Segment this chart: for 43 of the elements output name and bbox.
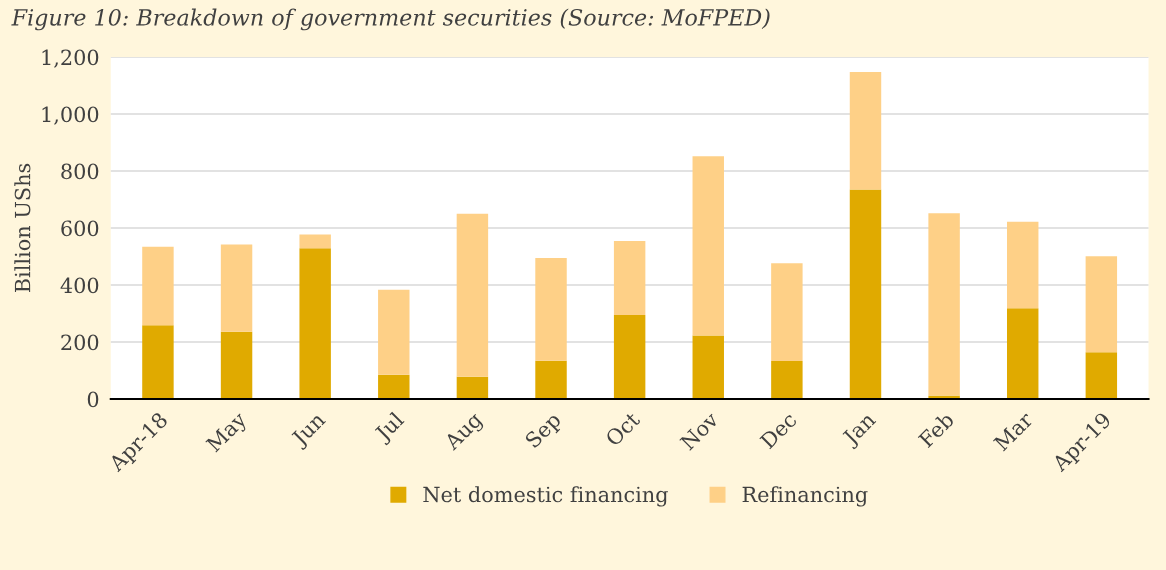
bar (142, 246, 174, 326)
x-tick-label: Dec (759, 411, 798, 450)
legend-label: Net domestic financing (423, 486, 668, 507)
bar (849, 72, 882, 190)
bar (456, 376, 489, 399)
y-tick-label: 1,200 (42, 49, 99, 68)
bar (692, 335, 724, 399)
bar (220, 331, 253, 399)
y-tick-label: 1,000 (42, 106, 99, 125)
chart-title: Figure 10: Breakdown of government securities (Source: MoFPED) (11, 8, 770, 31)
bar (1007, 308, 1039, 399)
bar (1085, 352, 1118, 399)
x-tick-label: Jan (840, 410, 880, 450)
bar (535, 360, 567, 399)
bar (378, 374, 410, 399)
bar (613, 241, 646, 315)
bar (1085, 256, 1118, 353)
bar (220, 244, 253, 332)
bar (928, 213, 960, 396)
y-axis-title: Billion UShs (14, 163, 31, 293)
bar (771, 263, 803, 362)
x-tick-label: Feb (917, 410, 955, 449)
bar (378, 289, 410, 375)
bar (613, 314, 646, 399)
y-tick-label: 0 (87, 391, 99, 408)
bar (849, 189, 882, 399)
legend-label: Refinancing (742, 486, 868, 507)
y-tick-label: 800 (61, 163, 99, 180)
bar (142, 325, 174, 399)
bar (535, 257, 567, 361)
bar (1007, 221, 1039, 309)
x-tick-label: Sep (524, 411, 565, 452)
y-tick-label: 400 (60, 277, 99, 294)
bar (456, 213, 489, 377)
y-tick-label: 600 (61, 220, 99, 237)
bar (692, 156, 724, 336)
x-tick-label: Jun (289, 410, 330, 451)
x-tick-label: Oct (604, 410, 641, 447)
bar (299, 248, 331, 399)
x-tick-label: Jul (372, 410, 408, 446)
bar (299, 234, 331, 249)
y-tick-label: 200 (61, 334, 99, 351)
bar (771, 361, 803, 399)
